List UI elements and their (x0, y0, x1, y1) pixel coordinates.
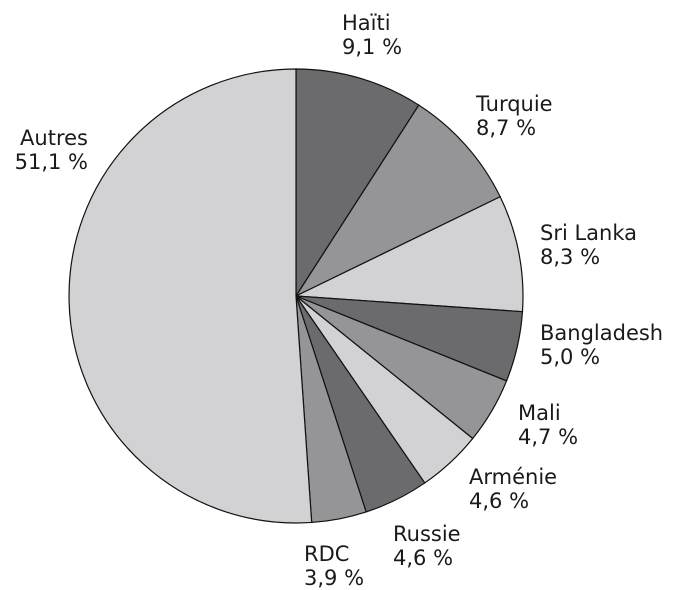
slice-label-rdc: RDC (304, 542, 349, 566)
slice-value-russie: 4,6 % (393, 546, 453, 570)
pie-slice-haiti (295, 68, 420, 299)
slice-value-rdc: 3,9 % (304, 566, 364, 590)
slice-value-mali: 4,7 % (518, 425, 578, 449)
slice-label-mali: Mali (518, 401, 561, 425)
slice-label-sri-lanka: Sri Lanka (540, 221, 637, 245)
pie-slice-turquie (294, 104, 501, 298)
slice-label-bangladesh: Bangladesh (540, 321, 663, 345)
slice-label-haiti: Haïti (342, 11, 391, 35)
slice-value-turquie: 8,7 % (476, 116, 536, 140)
slice-value-bangladesh: 5,0 % (540, 345, 600, 369)
slice-label-autres: Autres (20, 126, 88, 150)
pie-slices (68, 68, 524, 524)
pie-slice-autres (68, 68, 313, 524)
slice-value-autres: 51,1 % (15, 150, 88, 174)
slice-label-turquie: Turquie (475, 92, 553, 116)
pie-slice-sri-lanka (293, 195, 524, 313)
slice-label-armenie: Arménie (469, 465, 557, 489)
slice-value-armenie: 4,6 % (469, 489, 529, 513)
slice-label-russie: Russie (393, 522, 461, 546)
slice-value-sri-lanka: 8,3 % (540, 245, 600, 269)
slice-value-haiti: 9,1 % (342, 35, 402, 59)
